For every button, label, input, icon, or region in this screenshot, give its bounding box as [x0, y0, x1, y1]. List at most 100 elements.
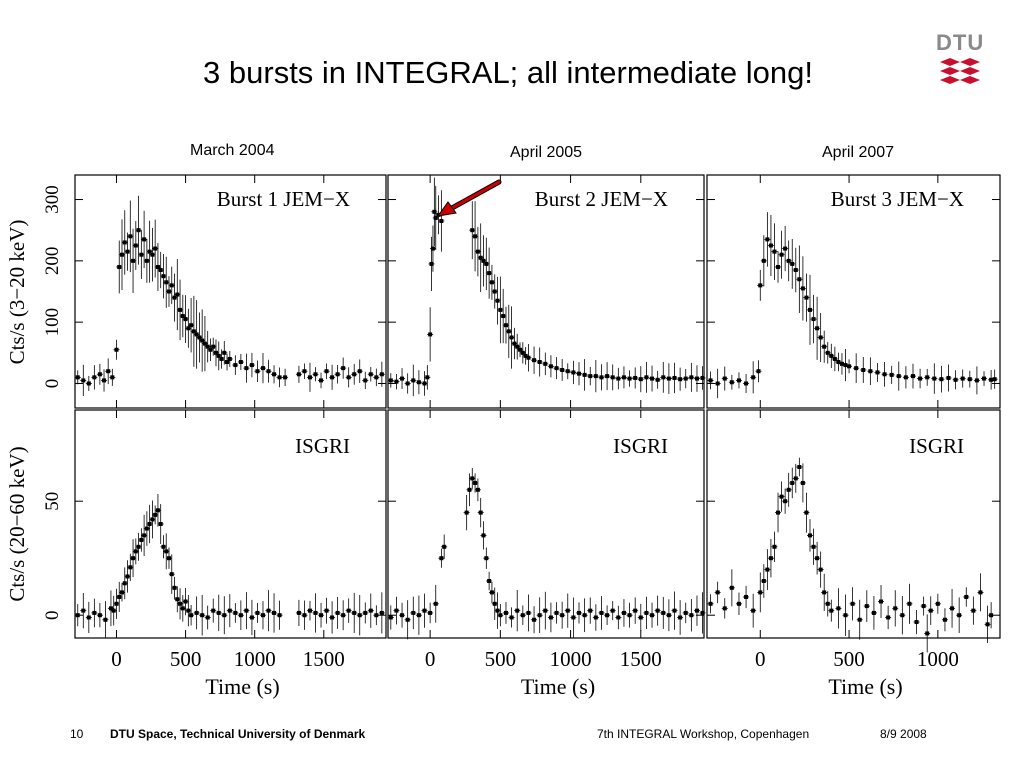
- panel-1-bottom-point-49: [266, 608, 271, 613]
- panel-3-top-point-0: [708, 378, 713, 383]
- panel-1-top-ytick-label-1: 100: [42, 308, 63, 337]
- panel-2-top-point-15: [470, 228, 475, 233]
- panel-2-bottom-label: ISGRI: [613, 434, 668, 458]
- panel-1-top-point-47: [222, 350, 227, 355]
- panel-1-top-point-54: [255, 369, 260, 374]
- panel-2-bottom-point-32: [548, 615, 553, 620]
- dtu-logo-text: DTU: [936, 30, 985, 55]
- panel-2-bottom-point-38: [582, 613, 587, 618]
- panel-1-bottom-point-17: [139, 537, 144, 542]
- panel-1-bottom-point-42: [227, 608, 232, 613]
- panel-1-top-point-4: [97, 372, 102, 377]
- panel-2-bottom-point-55: [678, 615, 683, 620]
- panel-3-top-point-53: [989, 377, 994, 382]
- panel-1-top-point-74: [374, 375, 379, 380]
- panel-3-top-point-25: [818, 335, 823, 340]
- panel-3-bottom-point-17: [793, 476, 798, 481]
- panel-1-top-point-67: [335, 372, 340, 377]
- ylabel-bottom: Cts/s (20−60 keV): [5, 446, 29, 601]
- panel-1-bottom-point-0: [75, 613, 80, 618]
- panel-2-bottom-point-31: [543, 608, 548, 613]
- panel-2-bottom-point-21: [492, 601, 497, 606]
- panel-2-bottom-point-30: [537, 613, 542, 618]
- panel-3-top-point-30: [836, 360, 841, 365]
- panel-3-top-point-34: [854, 366, 859, 371]
- panel-1-top-point-15: [133, 243, 138, 248]
- panel-2-top-point-53: [627, 376, 632, 381]
- panel-1-bottom-point-16: [136, 544, 141, 549]
- panel-3-bottom-point-27: [829, 608, 834, 613]
- panel-3-top-point-49: [960, 376, 965, 381]
- panel-3-top-point-40: [896, 374, 901, 379]
- panel-2-top-point-39: [548, 364, 553, 369]
- panel-2-top-point-4: [411, 378, 416, 383]
- panel-2-top-point-24: [495, 298, 500, 303]
- panel-2-top-point-17: [475, 249, 480, 254]
- panel-3-bottom-point-43: [935, 601, 940, 606]
- panel-2-bottom-point-35: [565, 608, 570, 613]
- panel-1-bottom-point-8: [114, 601, 119, 606]
- panel-2-top-point-28: [506, 329, 511, 334]
- panel-3-top-point-38: [882, 372, 887, 377]
- panel-1-top-point-31: [178, 307, 183, 312]
- col-2-xtick-label-1: 500: [485, 647, 517, 671]
- panel-2-bottom-point-6: [422, 608, 427, 613]
- panel-1-bottom-point-11: [122, 581, 127, 586]
- panel-3-top-point-3: [729, 380, 734, 385]
- panel-1-top-point-57: [272, 372, 277, 377]
- col-1-xtick-label-1: 500: [170, 647, 202, 671]
- panel-1-top-point-28: [169, 283, 174, 288]
- dtu-logo-mark: [940, 58, 980, 84]
- panel-1-top-point-18: [142, 237, 147, 242]
- panel-3-bottom-frame: [706, 409, 1001, 639]
- panel-1-bottom-point-54: [307, 608, 312, 613]
- panel-1-bottom-point-67: [379, 610, 384, 615]
- panel-1-top-point-11: [122, 240, 127, 245]
- slide-title: 3 bursts in INTEGRAL; all intermediate l…: [203, 55, 813, 90]
- panel-1-bottom-point-35: [189, 613, 194, 618]
- panel-2-bottom-point-36: [571, 615, 576, 620]
- panel-1-top-point-35: [189, 323, 194, 328]
- panel-2-top-point-41: [560, 367, 565, 372]
- panel-3-top-point-12: [772, 249, 777, 254]
- panel-3-bottom-point-28: [836, 606, 841, 611]
- panel-1-bottom-point-61: [346, 608, 351, 613]
- panel-3-bottom-point-38: [907, 601, 912, 606]
- panel-2-top-point-0: [388, 378, 393, 383]
- panel-3-top-point-44: [925, 375, 930, 380]
- panel-1-top-point-61: [302, 369, 307, 374]
- panel-2-bottom-point-34: [560, 613, 565, 618]
- panel-2-bottom-point-50: [650, 613, 655, 618]
- panel-2-top-point-45: [582, 372, 587, 377]
- panel-1-top-point-12: [125, 249, 130, 254]
- panel-2-top-point-1: [394, 379, 399, 384]
- panel-1-top-point-13: [128, 234, 133, 239]
- panel-2-bottom-point-41: [599, 610, 604, 615]
- panel-3-bottom-point-5: [744, 594, 749, 599]
- panel-1-top-point-30: [175, 292, 180, 297]
- panel-1-top-point-8: [114, 347, 119, 352]
- panel-1-bottom-point-45: [244, 608, 249, 613]
- panel-1-bottom-point-60: [341, 613, 346, 618]
- panel-3-bottom-point-26: [825, 601, 830, 606]
- panel-3-top-point-4: [736, 378, 741, 383]
- panel-3-bottom-point-33: [871, 610, 876, 615]
- panel-3-bottom-point-13: [779, 494, 784, 499]
- panel-2-top-frame: [387, 174, 705, 409]
- panel-2-top-point-62: [678, 377, 683, 382]
- panel-1-top-point-9: [117, 264, 122, 269]
- panel-2-top-point-48: [599, 375, 604, 380]
- panel-1-top-point-64: [319, 378, 324, 383]
- panel-1-bottom-point-20: [147, 522, 152, 526]
- panel-1-top-point-22: [153, 246, 158, 251]
- panel-1-top-point-25: [161, 274, 166, 279]
- panel-2-bottom-point-20: [489, 590, 494, 595]
- col-3-xtick-label-2: 1000: [917, 647, 959, 671]
- panel-1-bottom-point-62: [352, 610, 357, 615]
- panel-3-top-point-18: [793, 268, 798, 273]
- panel-1-bottom-point-18: [142, 533, 147, 538]
- panel-1-bottom-point-5: [103, 617, 108, 622]
- panel-1-bottom-point-21: [150, 517, 155, 522]
- panel-2-bottom-point-22: [495, 608, 500, 613]
- panel-2-bottom-frame: [387, 409, 705, 639]
